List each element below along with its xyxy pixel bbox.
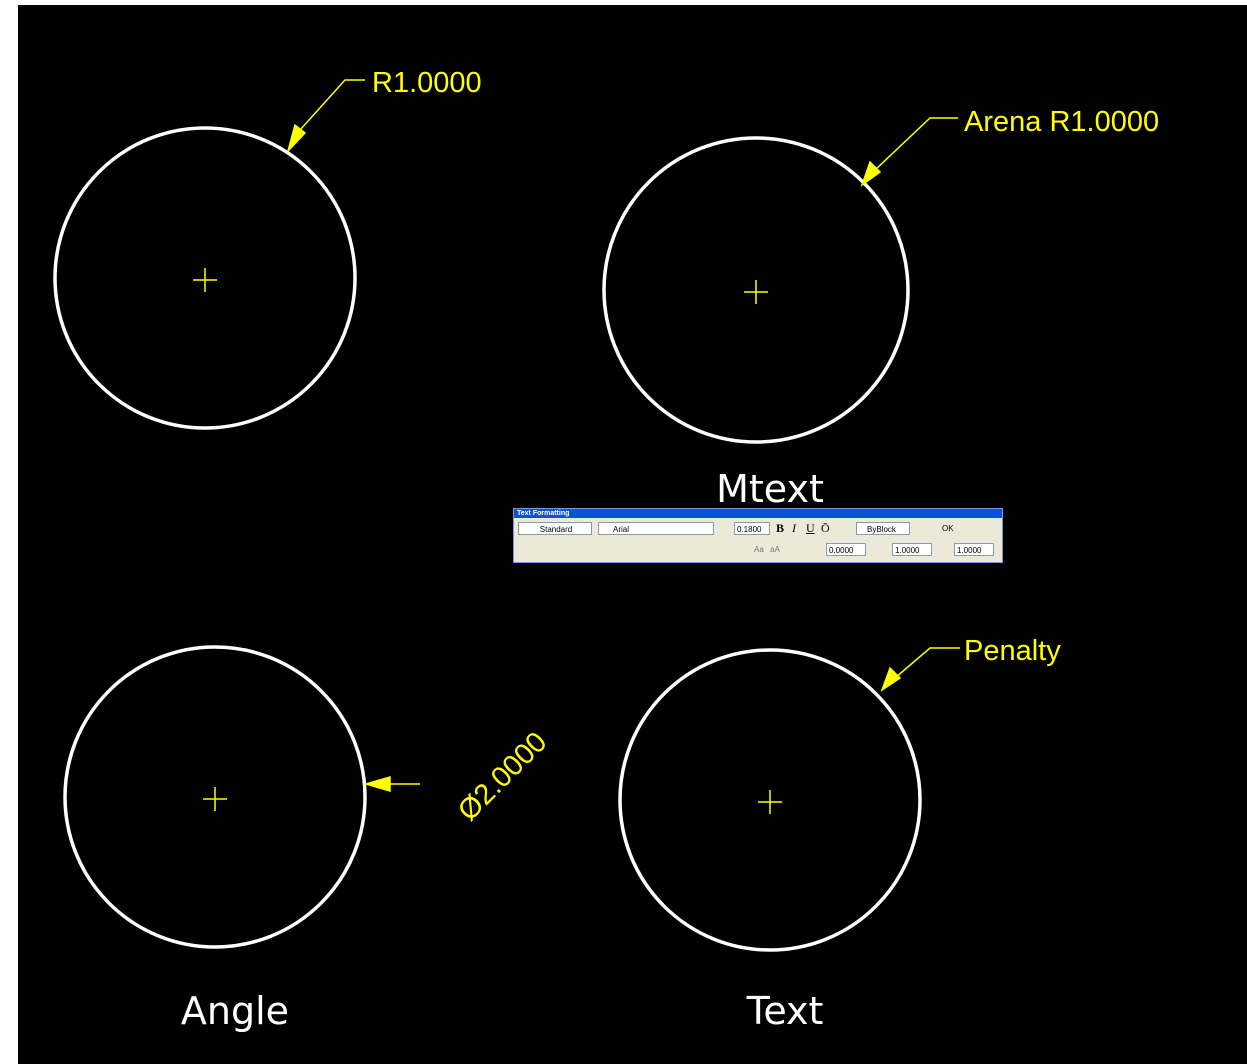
style-dropdown[interactable]: Standard bbox=[518, 522, 592, 535]
circle bbox=[53, 126, 357, 430]
dimension-text: Penalty bbox=[964, 635, 1061, 667]
color-dropdown[interactable]: ByBlock bbox=[856, 522, 910, 535]
toolbar-title: Text Formatting bbox=[514, 509, 1002, 518]
width-input[interactable]: 1.0000 bbox=[954, 543, 994, 556]
circle bbox=[602, 136, 910, 444]
label: Mtext bbox=[716, 467, 824, 511]
label: Text bbox=[746, 989, 824, 1033]
italic-button[interactable]: I bbox=[792, 521, 796, 535]
bold-button[interactable]: B bbox=[776, 521, 785, 535]
label: Angle bbox=[181, 989, 289, 1033]
tracking-input[interactable]: 1.0000 bbox=[892, 543, 932, 556]
circles bbox=[53, 126, 922, 952]
leaders bbox=[287, 79, 960, 792]
circle bbox=[63, 645, 367, 949]
center-marks bbox=[193, 268, 782, 814]
overline-button[interactable]: Ō bbox=[821, 521, 830, 535]
toolbar-row: Standard Arial 0.1800 B I U Ō ByBlock OK bbox=[514, 518, 1002, 539]
text-formatting-toolbar: Text Formatting Standard Arial 0.1800 B … bbox=[513, 508, 1003, 563]
ok-button[interactable]: OK bbox=[942, 524, 954, 533]
dimension-text: Arena R1.0000 bbox=[964, 106, 1159, 138]
uppercase-button[interactable]: Aa bbox=[754, 545, 764, 554]
underline-button[interactable]: U bbox=[806, 521, 815, 535]
toolbar-row: Aa aA 0.0000 1.0000 1.0000 bbox=[514, 539, 1002, 560]
circle bbox=[618, 648, 922, 952]
font-dropdown[interactable]: Arial bbox=[598, 522, 714, 535]
dimension-text: R1.0000 bbox=[372, 67, 482, 99]
lowercase-button[interactable]: aA bbox=[770, 545, 780, 554]
oblique-input[interactable]: 0.0000 bbox=[826, 543, 866, 556]
height-dropdown[interactable]: 0.1800 bbox=[734, 522, 770, 535]
